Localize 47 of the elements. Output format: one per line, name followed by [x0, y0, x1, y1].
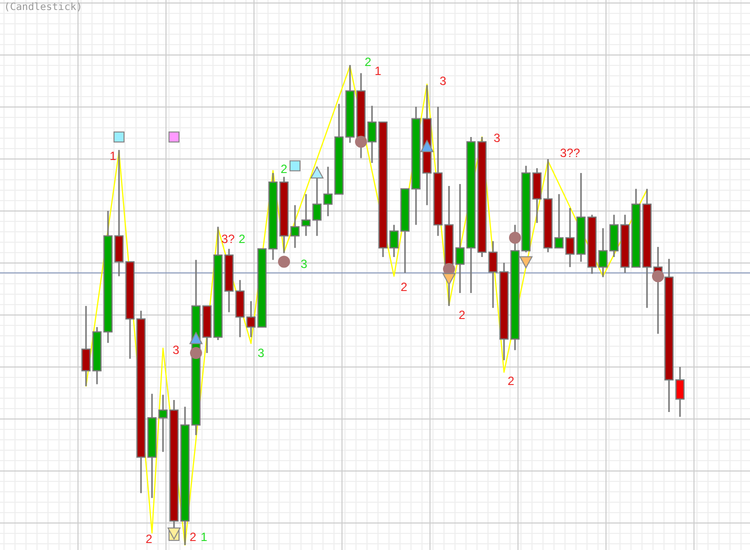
candlestick [323, 166, 333, 217]
point [652, 270, 664, 282]
point [168, 132, 180, 142]
annotation: 2 [238, 232, 246, 246]
point [114, 132, 124, 142]
point [310, 166, 324, 178]
annotation: 3?? [560, 146, 580, 160]
point [520, 256, 532, 268]
candlestick [290, 204, 300, 249]
candlestick [81, 305, 91, 387]
candlestick [488, 240, 498, 309]
annotation: 3 [300, 257, 308, 272]
annotation: 2 [400, 280, 408, 294]
annotation: 2 [364, 55, 372, 70]
candlestick [158, 394, 168, 453]
annotation: 3 [440, 74, 447, 88]
candlestick [598, 227, 608, 278]
candlestick [301, 193, 311, 237]
point [290, 160, 300, 172]
annotation: 1 [374, 64, 382, 78]
candlestick [367, 105, 377, 164]
point [278, 256, 290, 268]
annotation: 3 [172, 343, 180, 358]
point [190, 332, 202, 344]
point [509, 232, 521, 244]
point [355, 136, 367, 148]
candlestick [565, 207, 575, 268]
point [442, 273, 456, 286]
candlestick [554, 193, 564, 249]
candlestick [389, 224, 399, 258]
candlestick [675, 366, 685, 418]
annotation: 1 [110, 149, 117, 164]
annotation: 2 [146, 532, 153, 546]
annotation: 2 [190, 530, 197, 544]
candlestick [246, 300, 256, 338]
annotation: 2 [458, 308, 466, 322]
chart-title: (Candlestick) [4, 2, 82, 13]
point [420, 140, 434, 152]
point [190, 347, 202, 359]
candlestick [312, 166, 322, 237]
annotation: 3 [494, 131, 501, 146]
annotation: 1 [200, 530, 208, 544]
annotation: 2 [280, 162, 288, 176]
annotation: 3 [258, 346, 265, 360]
annotation: 3? [221, 232, 235, 246]
candlestick [455, 183, 465, 294]
annotation: 2 [508, 374, 515, 388]
